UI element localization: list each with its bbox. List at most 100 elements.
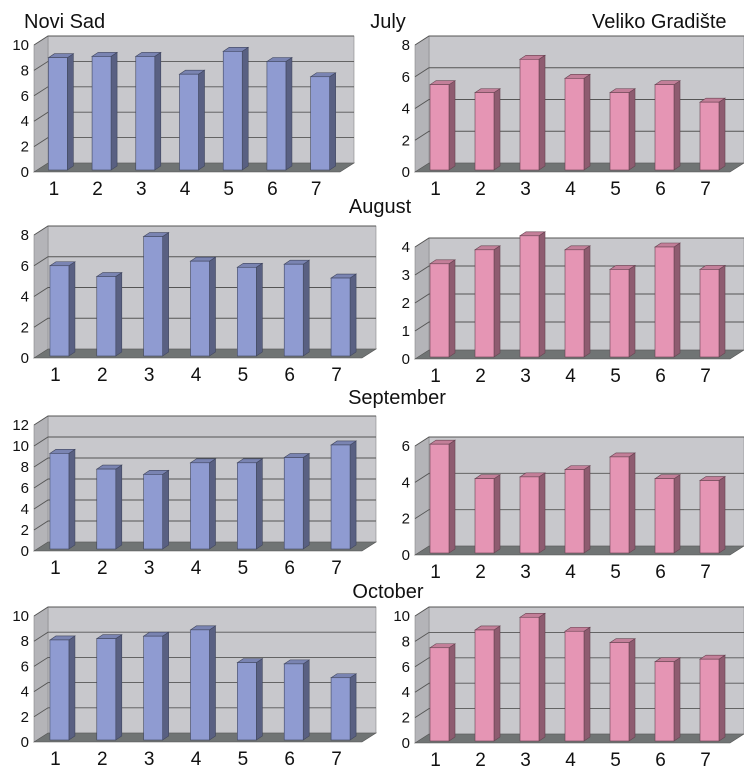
y-tick-label: 0 — [402, 164, 410, 181]
y-tick-label: 2 — [402, 295, 410, 312]
bar-side — [538, 472, 546, 554]
y-tick-label: 6 — [402, 659, 410, 676]
bar-side — [493, 474, 501, 554]
bar-side — [538, 612, 546, 742]
bar-front — [699, 480, 720, 554]
bar-side — [162, 231, 169, 357]
bar-side — [110, 51, 118, 171]
y-tick-label: 3 — [402, 267, 410, 284]
bar — [429, 80, 456, 171]
y-tick-label: 10 — [12, 37, 29, 54]
bar-side — [68, 448, 76, 550]
bar-front — [474, 629, 495, 742]
x-tick-label: 1 — [430, 750, 441, 768]
x-tick-label: 7 — [331, 749, 342, 768]
bar-front — [143, 236, 163, 357]
bar-side — [68, 261, 76, 357]
x-tick-label: 5 — [610, 562, 621, 583]
x-tick-label: 4 — [565, 179, 576, 200]
gridline — [33, 225, 376, 236]
x-tick-label: 3 — [520, 750, 531, 768]
location-label-veliko-gradiste: Veliko Gradište — [592, 11, 727, 33]
bar-side — [209, 625, 216, 741]
bar — [654, 474, 681, 554]
bar — [474, 625, 501, 742]
x-tick-label: 6 — [655, 179, 666, 200]
plot-side-wall — [33, 606, 49, 743]
y-tick-label: 2 — [21, 139, 29, 156]
gridline — [414, 472, 744, 483]
x-tick-label: 1 — [430, 179, 441, 200]
bar — [609, 452, 636, 554]
bar-side — [115, 464, 123, 550]
gridline — [33, 499, 376, 510]
bar-front — [564, 249, 585, 358]
bar-front — [96, 276, 117, 357]
bar-side — [256, 458, 263, 550]
gridline — [33, 457, 376, 468]
x-tick-label: 6 — [655, 562, 666, 583]
y-tick-label: 4 — [402, 474, 410, 491]
bar — [48, 448, 76, 550]
x-tick-label: 7 — [700, 562, 711, 583]
bar-front — [49, 639, 70, 741]
y-tick-label: 8 — [21, 459, 29, 476]
x-tick-label: 3 — [520, 562, 531, 583]
bar-front — [237, 462, 257, 550]
gridline — [33, 478, 376, 489]
x-tick-label: 6 — [284, 558, 295, 579]
y-tick-label: 4 — [402, 239, 410, 256]
x-tick-label: 7 — [311, 179, 322, 200]
y-tick-label: 6 — [21, 480, 29, 497]
x-tick-label: 2 — [475, 366, 486, 387]
bar — [330, 673, 358, 741]
y-tick-label: 2 — [402, 511, 410, 528]
bar — [189, 458, 217, 550]
x-tick-label: 2 — [475, 179, 486, 200]
bar — [95, 634, 123, 741]
bar-front — [474, 478, 495, 554]
x-tick-label: 7 — [331, 558, 342, 579]
gridline — [33, 256, 376, 267]
x-tick-label: 5 — [610, 366, 621, 387]
gridline — [33, 317, 376, 328]
bar-front — [179, 73, 199, 171]
x-tick-label: 4 — [565, 750, 576, 768]
bar-side — [115, 634, 123, 741]
x-tick-label: 5 — [610, 179, 621, 200]
bar-front — [519, 58, 540, 171]
x-tick-label: 1 — [430, 366, 441, 387]
bar-side — [583, 465, 591, 554]
y-tick-label: 0 — [402, 547, 410, 564]
gridline — [33, 520, 376, 531]
y-tick-label: 6 — [21, 658, 29, 675]
bar-front — [699, 101, 720, 171]
bar-front — [91, 56, 112, 171]
bar-front — [609, 642, 630, 742]
bar-front — [237, 662, 257, 741]
x-tick-label: 7 — [700, 179, 711, 200]
plot-side-wall — [414, 436, 430, 556]
bar-front — [474, 92, 495, 171]
month-label-august: August — [349, 196, 412, 218]
x-tick-label: 1 — [50, 365, 61, 386]
bar-front — [283, 663, 304, 741]
y-tick-label: 4 — [402, 101, 410, 118]
y-tick-label: 6 — [402, 69, 410, 86]
gridline — [414, 436, 744, 447]
bar — [222, 46, 250, 171]
y-tick-label: 1 — [402, 323, 410, 340]
bar-front — [190, 629, 210, 741]
bar — [519, 612, 546, 742]
gridline — [33, 631, 376, 642]
bar — [95, 464, 123, 550]
bar-side — [162, 469, 169, 550]
bar — [564, 465, 591, 554]
bar — [330, 273, 358, 357]
x-tick-label: 4 — [191, 558, 202, 579]
bar-side — [256, 262, 263, 357]
bar-side — [448, 439, 456, 554]
bar-side — [448, 259, 456, 358]
bar-side — [285, 56, 293, 171]
bar-side — [349, 673, 357, 741]
